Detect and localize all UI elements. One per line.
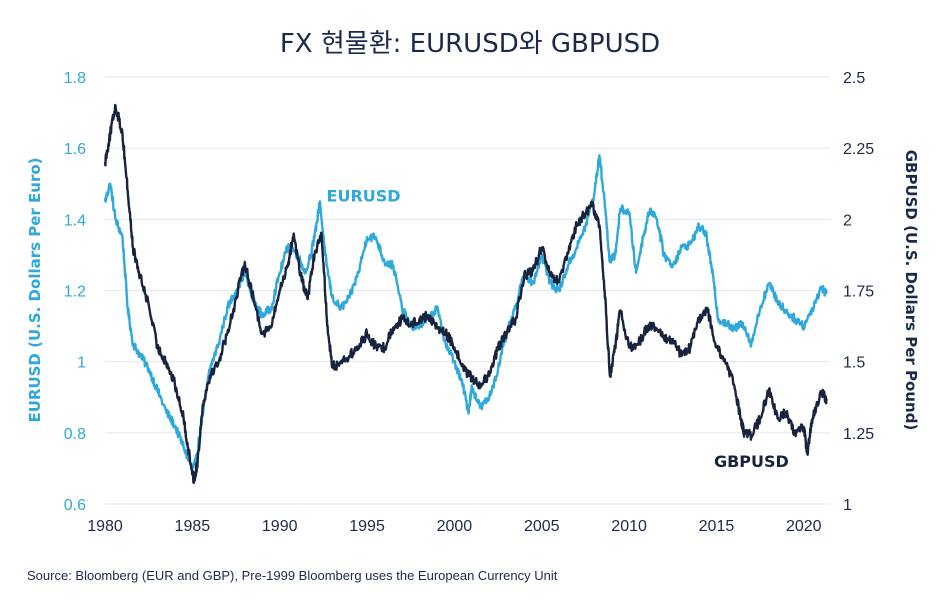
right-tick-label: 1.5: [843, 355, 865, 372]
right-axis-ticks: 1 1.25 1.5 1.75 2 2.25 2.5: [843, 70, 874, 514]
left-tick-label: 0.8: [64, 426, 86, 443]
x-tick-label: 2010: [611, 518, 647, 535]
x-tick-label: 1985: [175, 518, 211, 535]
right-tick-label: 1: [843, 497, 852, 514]
left-tick-label: 1: [77, 355, 86, 372]
eurusd-label: EURUSD: [327, 187, 401, 206]
gbpusd-label: GBPUSD: [714, 452, 789, 471]
series-labels: EURUSD GBPUSD: [327, 187, 789, 471]
x-tick-label: 1990: [262, 518, 298, 535]
right-tick-label: 2.25: [843, 141, 874, 158]
eurusd-line: [103, 154, 828, 470]
right-axis-label: GBPUSD (U.S. Dollars Per Pound): [902, 150, 920, 431]
left-tick-label: 0.6: [64, 497, 86, 514]
x-tick-label: 2020: [786, 518, 822, 535]
x-tick-label: 1995: [349, 518, 385, 535]
left-tick-label: 1.4: [64, 212, 86, 229]
right-tick-label: 1.25: [843, 426, 874, 443]
x-tick-label: 2015: [699, 518, 735, 535]
right-tick-label: 2: [843, 212, 852, 229]
source-note: Source: Bloomberg (EUR and GBP), Pre-199…: [27, 568, 558, 583]
right-tick-label: 1.75: [843, 284, 874, 301]
left-tick-label: 1.6: [64, 141, 86, 158]
x-axis-ticks: 1980 1985 1990 1995 2000 2005 2010 2015 2020: [87, 518, 821, 535]
x-tick-label: 1980: [87, 518, 123, 535]
left-axis-label: EURUSD (U.S. Dollars Per Euro): [26, 157, 44, 422]
chart-title: FX 현물환: EURUSD와 GBPUSD: [280, 29, 660, 59]
right-tick-label: 2.5: [843, 70, 865, 87]
gbpusd-line: [103, 103, 828, 485]
series-lines: [103, 103, 828, 485]
x-tick-label: 2000: [437, 518, 473, 535]
left-axis-ticks: 0.6 0.8 1 1.2 1.4 1.6 1.8: [64, 70, 86, 514]
left-tick-label: 1.2: [64, 284, 86, 301]
left-tick-label: 1.8: [64, 70, 86, 87]
x-tick-label: 2005: [524, 518, 560, 535]
gridlines: [105, 76, 830, 505]
